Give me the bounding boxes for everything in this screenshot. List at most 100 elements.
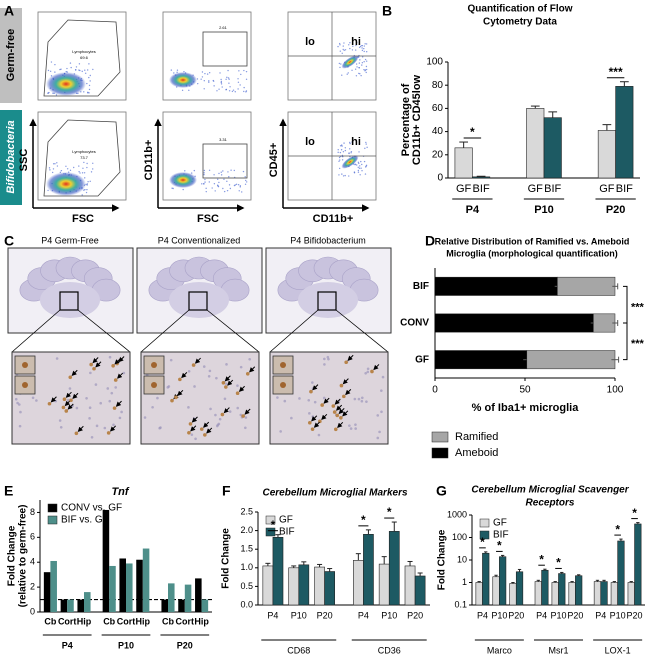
- flow-dot: [206, 73, 209, 75]
- x-tick-label: Cort: [176, 616, 195, 626]
- flow-dot: [84, 69, 86, 71]
- axis-label: CD11b+: [143, 140, 155, 181]
- chart-title: Quantification of Flow: [468, 4, 573, 15]
- flow-dot: [86, 166, 88, 169]
- nucleus: [120, 410, 123, 414]
- bar-label: BIF: [616, 183, 633, 195]
- nucleus: [244, 416, 248, 419]
- group-label: CD68: [287, 645, 310, 655]
- nucleus: [217, 422, 221, 426]
- y-tick-label: 1.5: [240, 544, 253, 554]
- bar: [593, 581, 602, 606]
- microglia: [106, 431, 111, 435]
- arrow: [227, 379, 234, 386]
- flow-dot: [344, 174, 346, 177]
- flow-dot: [78, 69, 80, 71]
- flow-dot: [65, 165, 67, 167]
- axis-title: CD11b+ CD45low: [411, 74, 423, 165]
- x-tick-label: P10: [291, 610, 307, 620]
- y-tick-label: 100: [452, 532, 467, 542]
- nucleus: [317, 433, 321, 437]
- flow-dot: [87, 181, 89, 183]
- y-tick-label: GF: [415, 354, 429, 365]
- arrow: [77, 425, 84, 432]
- bar: [84, 592, 91, 612]
- sig-label: *: [497, 539, 502, 553]
- flow-dot: [59, 68, 61, 71]
- microglia: [235, 391, 240, 396]
- nucleus: [167, 385, 171, 388]
- arrow: [244, 408, 251, 415]
- microglia: [111, 363, 115, 368]
- flow-dot: [233, 169, 235, 172]
- arrow: [191, 416, 198, 423]
- nucleus: [187, 369, 191, 373]
- nucleus: [307, 398, 311, 402]
- arrow: [334, 398, 341, 405]
- nucleus: [99, 401, 103, 405]
- bar: [102, 509, 110, 612]
- bar: [378, 563, 390, 606]
- flow-dot: [193, 169, 196, 172]
- flow-dot: [226, 76, 228, 79]
- nucleus: [360, 399, 364, 403]
- axis-label: CD45+: [268, 143, 280, 178]
- quadrant-label: hi: [351, 36, 361, 48]
- panel-letter: G: [436, 483, 447, 499]
- y-tick-label: 1000: [447, 509, 467, 519]
- flow-dot: [218, 88, 220, 90]
- y-tick-label: 0: [30, 606, 35, 616]
- nucleus: [94, 383, 98, 386]
- flow-dot: [235, 183, 238, 186]
- bar: [363, 534, 374, 606]
- flow-dot: [365, 65, 368, 68]
- legend-label: GF: [279, 515, 293, 526]
- nucleus: [118, 416, 122, 420]
- bar: [509, 583, 517, 606]
- microglia: [280, 362, 286, 368]
- bar: [526, 350, 616, 370]
- sig-label: *: [539, 552, 544, 566]
- bar: [168, 583, 175, 612]
- axis-label: SSC: [18, 149, 30, 172]
- y-tick-label: 10: [457, 554, 467, 564]
- legend-label: CONV vs. GF: [61, 503, 122, 514]
- flow-dot: [217, 185, 219, 187]
- flow-dot: [337, 148, 339, 151]
- arrow: [313, 421, 320, 428]
- flow-dot: [78, 171, 80, 173]
- flow-cloud: [341, 55, 359, 69]
- flow-dot: [243, 69, 245, 72]
- arrow: [65, 391, 72, 398]
- bar: [482, 552, 490, 606]
- flow-dot: [359, 45, 362, 48]
- bar: [414, 575, 426, 606]
- row-band: [0, 110, 22, 205]
- microglia: [178, 377, 182, 382]
- flow-dot: [339, 159, 341, 161]
- flow-dot: [339, 145, 342, 147]
- x-tick-label: 0: [432, 385, 438, 396]
- flow-dot: [233, 184, 236, 187]
- chart-title: Cerebellum Microglial Markers: [262, 488, 407, 499]
- legend-label: GF: [493, 518, 507, 529]
- y-tick-label: 80: [432, 80, 444, 91]
- flow-dot: [176, 69, 179, 71]
- nucleus: [214, 413, 217, 417]
- flow-dot: [208, 81, 210, 83]
- flow-dot: [365, 68, 368, 71]
- flow-dot: [356, 66, 358, 68]
- nucleus: [194, 437, 197, 441]
- nucleus: [348, 424, 351, 427]
- bar: [43, 572, 51, 612]
- gate-value: 3.31: [219, 137, 228, 142]
- x-tick-label: P20: [407, 610, 423, 620]
- flow-dot: [342, 151, 345, 153]
- arrow: [337, 421, 344, 429]
- nucleus: [108, 355, 112, 359]
- group-label: P4: [62, 640, 73, 650]
- sig-label: ***: [609, 65, 623, 79]
- microglia: [92, 366, 96, 371]
- flow-dot: [75, 66, 78, 68]
- bar: [142, 548, 150, 612]
